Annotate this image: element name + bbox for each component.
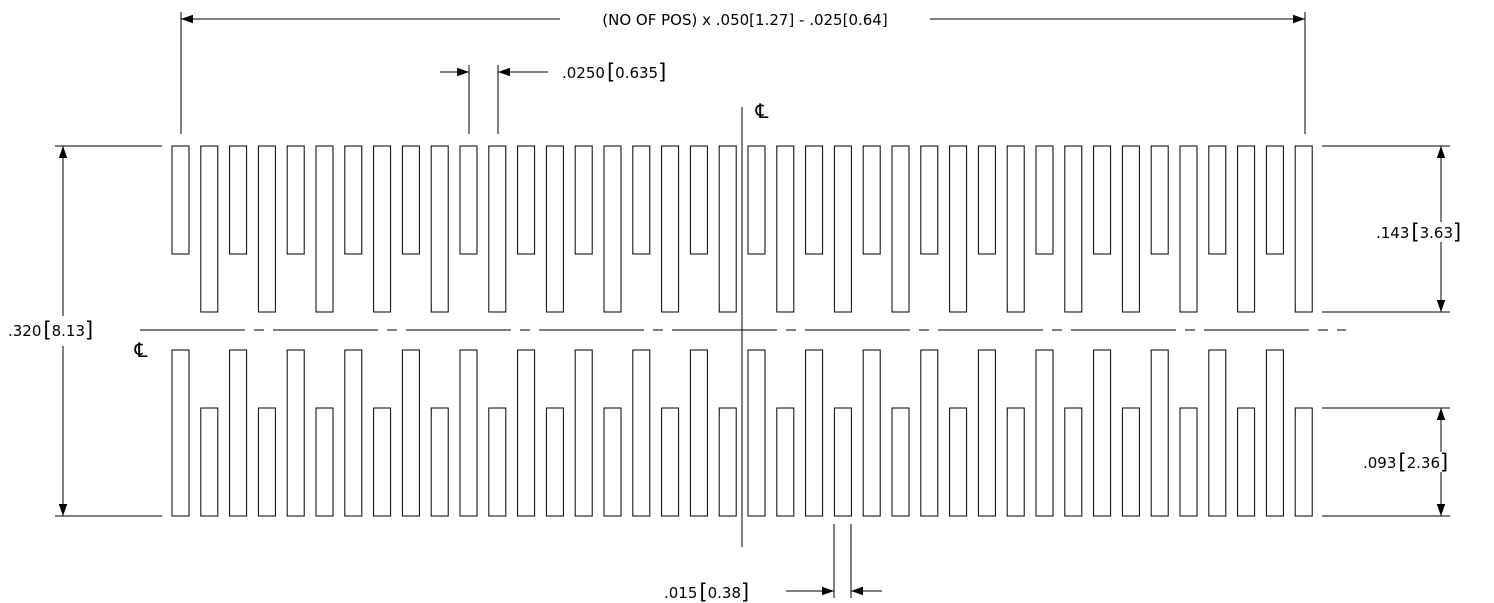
lower-pad	[977, 349, 996, 517]
upper-pad	[1237, 145, 1256, 313]
lower-pad	[747, 349, 766, 517]
lower-pad-row	[171, 349, 1313, 517]
lower-pad	[401, 349, 420, 517]
lower-pad	[1294, 407, 1313, 517]
lower-pad	[1035, 349, 1054, 517]
upper-pad	[718, 145, 737, 313]
horizontal-centerline-symbol: ℄	[134, 338, 148, 362]
upper-pad	[545, 145, 564, 313]
upper-pad	[430, 145, 449, 313]
lower-pad	[862, 349, 881, 517]
vertical-centerline-symbol: ℄	[755, 99, 769, 123]
lower-pad	[920, 349, 939, 517]
upper-pad	[373, 145, 392, 313]
upper-pad	[1150, 145, 1169, 255]
upper-pad	[229, 145, 248, 255]
upper-pad	[488, 145, 507, 313]
upper-pad	[1265, 145, 1284, 255]
lower-pad	[632, 349, 651, 517]
upper-pad	[632, 145, 651, 255]
upper-pad	[977, 145, 996, 255]
lower-pad	[1237, 407, 1256, 517]
lower-pad	[229, 349, 248, 517]
lower-pad	[1265, 349, 1284, 517]
upper-pad	[603, 145, 622, 313]
upper-pad	[1179, 145, 1198, 313]
lower-pad	[949, 407, 968, 517]
upper-pad	[747, 145, 766, 255]
lower-pad	[171, 349, 190, 517]
lower-pad	[373, 407, 392, 517]
lower-pad-label: .093[2.36]	[1363, 450, 1448, 474]
upper-pad	[689, 145, 708, 255]
upper-pad	[171, 145, 190, 255]
upper-pad-label: .143[3.63]	[1376, 220, 1461, 244]
lower-pad	[689, 349, 708, 517]
lower-pad	[1150, 349, 1169, 517]
lower-pad	[1093, 349, 1112, 517]
upper-pad	[1006, 145, 1025, 313]
upper-pad	[200, 145, 219, 313]
upper-pad	[344, 145, 363, 255]
upper-pad	[315, 145, 334, 313]
upper-pad	[459, 145, 478, 255]
upper-pad	[401, 145, 420, 255]
upper-pad	[1035, 145, 1054, 255]
lower-pad	[1179, 407, 1198, 517]
upper-pad	[1294, 145, 1313, 313]
upper-pad	[1121, 145, 1140, 313]
upper-pad	[574, 145, 593, 255]
lower-pad	[603, 407, 622, 517]
lower-pad	[257, 407, 276, 517]
lower-pad	[1121, 407, 1140, 517]
lower-pad	[344, 349, 363, 517]
lower-pad	[574, 349, 593, 517]
overall-height-label: .320[8.13]	[8, 318, 93, 342]
upper-pad	[833, 145, 852, 313]
lower-pad	[488, 407, 507, 517]
lower-pad	[517, 349, 536, 517]
upper-pad	[661, 145, 680, 313]
upper-pad	[517, 145, 536, 255]
blade-width-label: .0250[0.635]	[562, 60, 666, 84]
lower-pad	[661, 407, 680, 517]
upper-pad	[891, 145, 910, 313]
upper-pad	[286, 145, 305, 255]
upper-pad	[862, 145, 881, 255]
lower-pad	[286, 349, 305, 517]
upper-pad	[1064, 145, 1083, 313]
upper-pad	[949, 145, 968, 313]
overall-length-label: (NO OF POS) x .050[1.27] - .025[0.64]	[602, 11, 887, 29]
lower-pad	[430, 407, 449, 517]
lower-pad	[1064, 407, 1083, 517]
lower-pad	[718, 407, 737, 517]
lower-pad	[776, 407, 795, 517]
lower-pad	[833, 407, 852, 517]
upper-pad-row	[171, 145, 1313, 313]
upper-pad	[776, 145, 795, 313]
upper-pad	[257, 145, 276, 313]
lower-pad	[891, 407, 910, 517]
lower-pad	[545, 407, 564, 517]
upper-pad	[920, 145, 939, 255]
lower-pad	[1208, 349, 1227, 517]
lower-pad	[1006, 407, 1025, 517]
lower-pad	[805, 349, 824, 517]
upper-pad	[805, 145, 824, 255]
upper-pad	[1208, 145, 1227, 255]
lower-pad	[459, 349, 478, 517]
upper-pad	[1093, 145, 1112, 255]
lower-pad	[200, 407, 219, 517]
slot-width-label: .015[0.38]	[664, 580, 749, 603]
lower-pad	[315, 407, 334, 517]
